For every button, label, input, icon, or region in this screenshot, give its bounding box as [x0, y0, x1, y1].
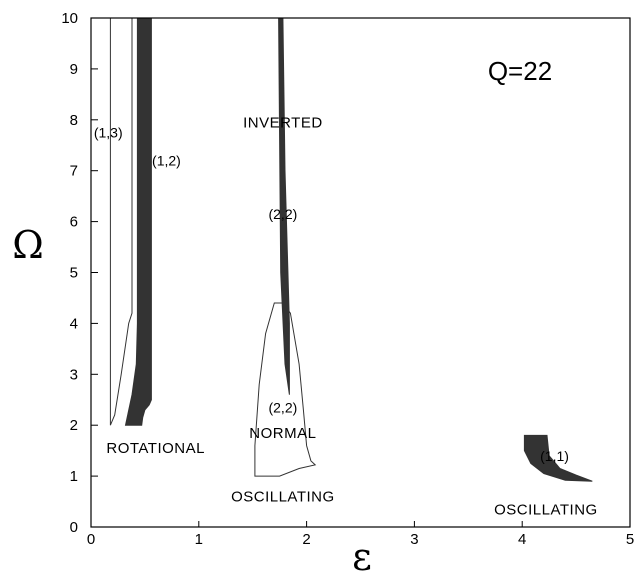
x-axis-title: ε [352, 535, 372, 579]
y-tick-label-10: 10 [61, 10, 78, 27]
x-tick-label-5: 5 [626, 531, 634, 548]
y-tick-label-1: 1 [70, 468, 78, 485]
y-axis-ticks: 0 1 2 3 4 5 6 7 8 9 10 [61, 10, 98, 536]
annotation-5: NORMAL [249, 425, 316, 442]
annotation-6: ROTATIONAL [106, 440, 205, 457]
region-annotations: (1,3) (1,2) INVERTED (2,2) (2,2) NORMAL ROTATI… [94, 114, 598, 518]
y-tick-label-5: 5 [70, 265, 78, 282]
region-4 [523, 434, 593, 482]
y-tick-label-7: 7 [70, 163, 78, 180]
y-tick-label-9: 9 [70, 61, 78, 78]
region-3 [254, 302, 317, 477]
annotation-7: OSCILLATING [231, 489, 335, 506]
x-axis-ticks: 0 1 2 3 4 5 [87, 521, 634, 548]
y-tick-label-8: 8 [70, 112, 78, 129]
y-tick-label-6: 6 [70, 214, 78, 231]
x-tick-label-1: 1 [195, 531, 203, 548]
x-tick-label-0: 0 [87, 531, 95, 548]
annotation-8: (1,1) [540, 448, 569, 464]
x-tick-label-4: 4 [518, 531, 526, 548]
y-tick-label-3: 3 [70, 366, 78, 383]
annotation-0: (1,3) [94, 125, 123, 141]
annotation-2: INVERTED [243, 114, 323, 131]
y-tick-label-0: 0 [70, 519, 78, 536]
x-tick-label-2: 2 [302, 531, 310, 548]
region-1 [124, 17, 152, 426]
annotation-4: (2,2) [268, 399, 297, 415]
region-0 [109, 17, 133, 426]
annotation-1: (1,2) [152, 153, 181, 169]
stability-regions [109, 17, 593, 482]
y-tick-label-2: 2 [70, 417, 78, 434]
annotation-3: (2,2) [268, 206, 297, 222]
x-tick-label-3: 3 [410, 531, 418, 548]
region-2 [278, 17, 290, 395]
q-parameter-label: Q=22 [488, 56, 552, 86]
annotation-9: OSCILLATING [494, 501, 598, 518]
y-axis-title: Ω [12, 223, 44, 267]
y-tick-label-4: 4 [70, 315, 78, 332]
